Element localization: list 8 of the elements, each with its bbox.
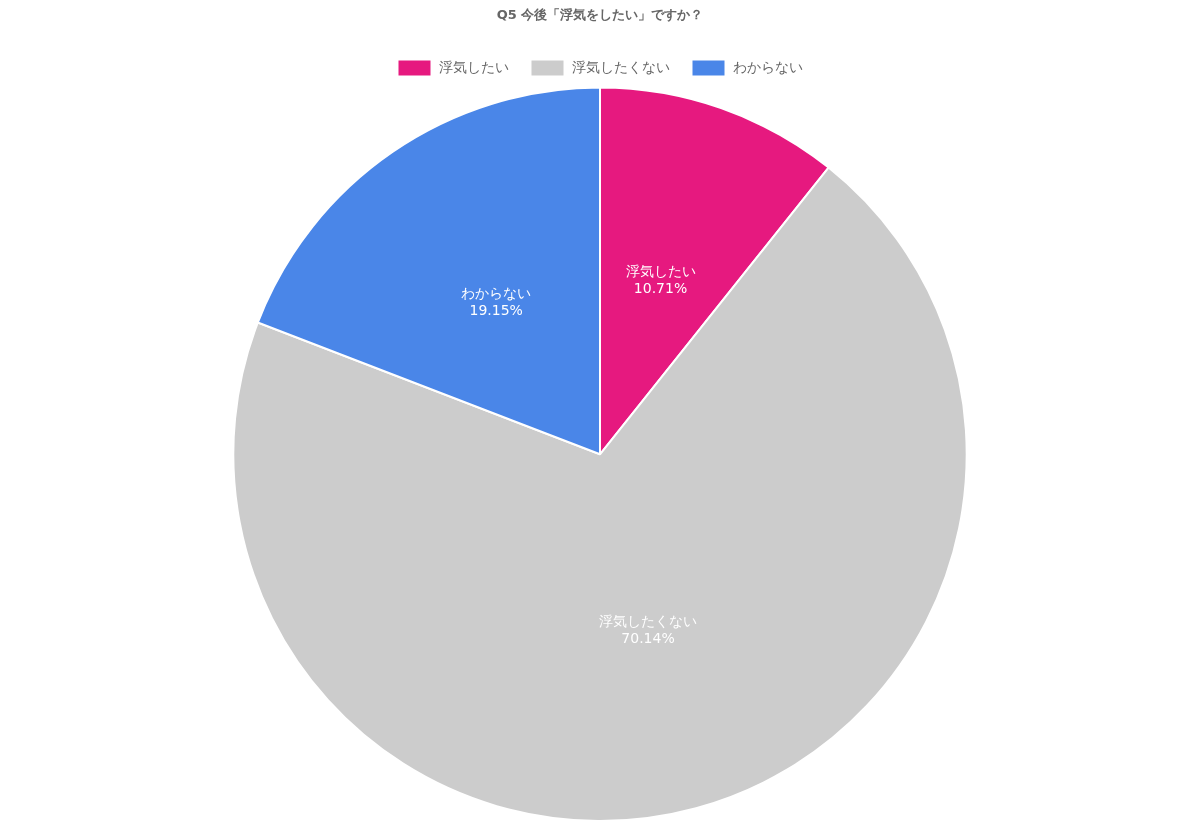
legend-label: 浮気したい bbox=[438, 58, 509, 75]
legend-label: わからない bbox=[732, 58, 803, 75]
slice-label: 浮気したい bbox=[625, 262, 696, 279]
legend-label: 浮気したくない bbox=[571, 58, 670, 75]
chart-title: Q5 今後「浮気をしたい」ですか？ bbox=[496, 7, 704, 23]
slice-label: わからない bbox=[461, 284, 532, 301]
data-label: 10.71% bbox=[633, 279, 688, 296]
data-label: 19.15% bbox=[469, 301, 523, 318]
